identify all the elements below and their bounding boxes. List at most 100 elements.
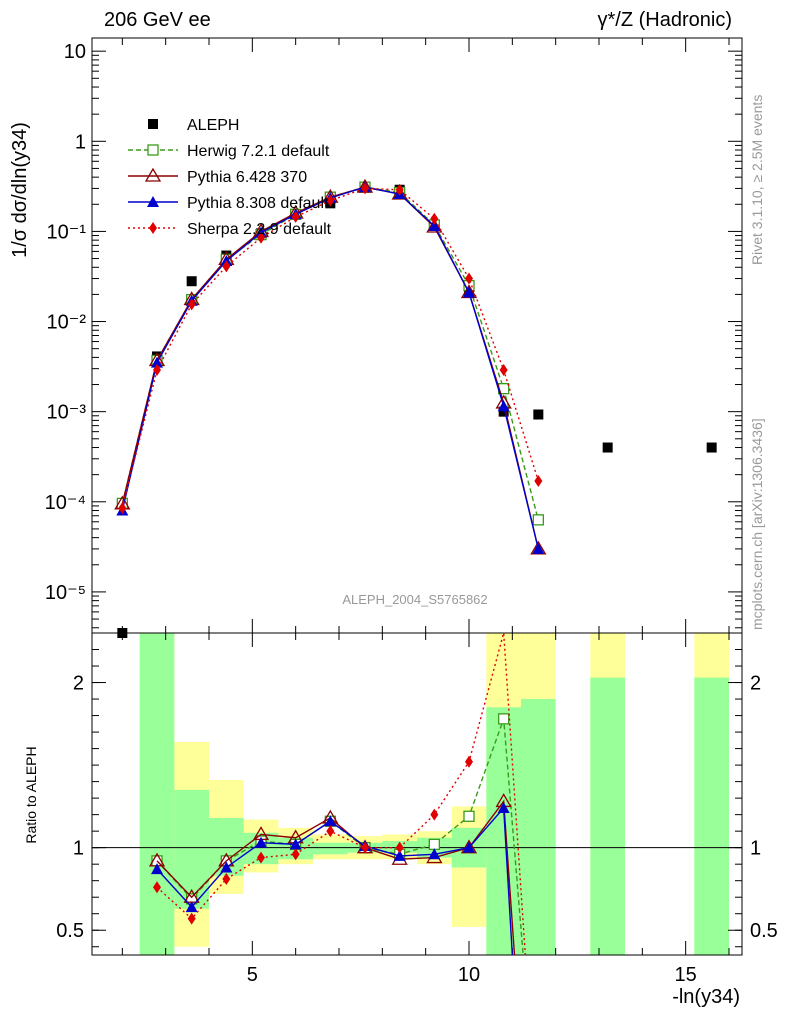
legend-marker — [144, 167, 162, 182]
data-point — [153, 363, 161, 376]
ratio-point — [289, 838, 302, 850]
analysis-label: ALEPH_2004_S5765862 — [342, 592, 487, 607]
xlabel: -ln(y34) — [672, 986, 740, 1008]
y-tick-label: 10⁻¹ — [47, 221, 87, 243]
ratio-point — [395, 841, 404, 854]
ratio-ylabel: Ratio to ALEPH — [23, 746, 39, 843]
y-tick-label: 10⁻² — [47, 312, 87, 334]
ratio-line — [156, 632, 527, 956]
data-point — [532, 542, 545, 554]
data-point — [187, 298, 196, 311]
data-point — [497, 400, 510, 412]
legend-item: Pythia 8.308 default — [128, 195, 329, 212]
ratio-point — [185, 901, 198, 913]
legend-item: Herwig 7.2.1 default — [128, 143, 330, 160]
legend-marker — [147, 144, 159, 156]
data-point — [118, 502, 127, 515]
ratio-y-tick-label: 0.5 — [56, 920, 84, 942]
ratio-point — [326, 825, 335, 838]
ratio-point — [428, 848, 441, 860]
y-tick-label: 1 — [75, 131, 86, 153]
green-band — [486, 707, 521, 955]
data-point — [361, 182, 369, 195]
series-layer — [114, 178, 717, 956]
legend-label: Herwig 7.2.1 default — [187, 143, 330, 160]
ratio-point — [428, 838, 440, 851]
legend-item: ALEPH — [148, 117, 239, 134]
ratio-point — [324, 815, 337, 827]
legend-item: Pythia 6.428 370 — [128, 167, 307, 186]
ratio-y-tick-label: 2 — [73, 673, 84, 695]
ratio-point — [187, 912, 196, 925]
ratio-y-tick-label: 2 — [750, 673, 761, 695]
legend-marker — [149, 222, 157, 234]
title-left: 206 GeV ee — [104, 9, 211, 31]
ratio-point — [361, 841, 369, 854]
data-point — [498, 406, 509, 417]
data-point — [222, 260, 231, 273]
data-point — [117, 628, 128, 638]
series-line — [121, 186, 540, 550]
legend-label: ALEPH — [187, 117, 239, 134]
data-point — [291, 210, 300, 223]
data-point — [428, 219, 441, 231]
ratio-point — [222, 873, 231, 886]
green-band — [590, 677, 625, 955]
y-tick-label: 10⁻⁵ — [45, 582, 86, 604]
y-tick-label: 10⁻⁴ — [45, 492, 86, 514]
data-point — [533, 409, 544, 420]
ratio-frame — [91, 632, 743, 956]
ratio-point — [463, 810, 475, 822]
ratio-point — [497, 802, 510, 814]
ratio-point — [220, 861, 233, 873]
data-point — [430, 212, 439, 225]
ratio-y-tick-label: 1 — [73, 838, 84, 860]
ratio-point — [153, 881, 161, 894]
main-panel: 10⁻⁵ 10⁻⁴ 10⁻³ 10⁻² 10⁻¹ 1 10 — [45, 37, 743, 634]
legend-item: Sherpa 2.2.9 default — [128, 221, 332, 238]
ratio-point — [255, 836, 267, 848]
legend-label: Pythia 8.308 default — [187, 195, 329, 212]
data-point — [602, 442, 613, 453]
y-tick-label: 10 — [64, 41, 86, 63]
title-right: γ*/Z (Hadronic) — [598, 9, 732, 31]
data-point — [706, 442, 717, 453]
ratio-point — [151, 863, 163, 875]
ratio-y-tick-label: 0.5 — [750, 920, 778, 942]
data-point — [326, 194, 335, 207]
data-point — [499, 363, 508, 376]
ratio-point — [463, 841, 475, 853]
data-point — [151, 356, 163, 368]
ratio-point — [393, 849, 406, 861]
x-tick-label: 5 — [247, 964, 258, 986]
legend: ALEPH Herwig 7.2.1 default Pythia 6.428 37… — [128, 117, 332, 238]
ratio-line — [156, 806, 514, 956]
ratio-uncertainty-bands — [139, 633, 729, 955]
ratio-panel: 0.5 0.5 1 1 2 2 5 10 15 — [56, 632, 778, 986]
green-band — [139, 633, 175, 955]
side-label-top: Rivet 3.1.10, ≥ 2.5M events — [749, 95, 765, 265]
ratio-y-tick-label: 1 — [750, 838, 761, 860]
side-label-bottom: mcplots.cern.ch [arXiv:1306.3436] — [749, 418, 765, 630]
legend-label: Pythia 6.428 370 — [187, 169, 307, 186]
y-tick-label: 10⁻³ — [47, 402, 87, 424]
green-band — [313, 842, 348, 855]
legend-label: Sherpa 2.2.9 default — [187, 221, 332, 238]
ratio-point — [257, 851, 265, 864]
series-sherpa-2-2-9-default — [118, 182, 543, 515]
ratio-point — [430, 808, 439, 821]
legend-marker — [148, 119, 158, 129]
series-aleph — [117, 182, 717, 638]
ratio-series-sherpa-2-2-9-default — [153, 632, 527, 956]
green-band — [521, 699, 556, 955]
data-point — [532, 514, 544, 526]
main-ylabel: 1/σ dσ/dln(y34) — [9, 122, 31, 258]
green-band — [694, 677, 729, 955]
data-point — [534, 475, 543, 488]
ratio-point — [498, 713, 510, 725]
x-tick-label: 10 — [458, 964, 480, 986]
data-point — [186, 276, 197, 287]
data-point — [465, 272, 473, 285]
series-line — [121, 186, 540, 550]
